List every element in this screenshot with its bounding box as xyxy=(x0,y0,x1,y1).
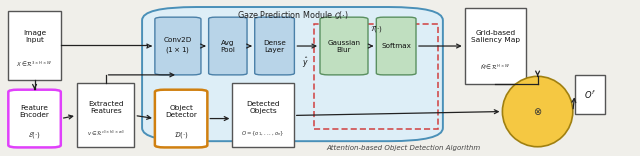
FancyBboxPatch shape xyxy=(320,17,368,75)
Text: $\hat{y}$: $\hat{y}$ xyxy=(302,55,308,70)
FancyBboxPatch shape xyxy=(8,90,61,147)
Text: $\hat{M} \in \mathcal{R}^{H\times W}$: $\hat{M} \in \mathcal{R}^{H\times W}$ xyxy=(481,63,510,72)
Bar xyxy=(232,83,294,147)
Text: Conv2D
$(1\times 1)$: Conv2D $(1\times 1)$ xyxy=(164,37,192,55)
Text: $O^f$: $O^f$ xyxy=(584,88,596,101)
Bar xyxy=(465,8,526,84)
Text: $\mathcal{D}(\cdot)$: $\mathcal{D}(\cdot)$ xyxy=(173,130,189,140)
Text: Extracted
Features: Extracted Features xyxy=(88,101,124,114)
Text: Grid-based
Saliency Map: Grid-based Saliency Map xyxy=(471,30,520,43)
Text: $\otimes$: $\otimes$ xyxy=(533,106,542,117)
Bar xyxy=(314,24,438,129)
Text: Image
Input: Image Input xyxy=(23,30,46,43)
Text: $O = \{o_1, ..., o_n\}$: $O = \{o_1, ..., o_n\}$ xyxy=(241,129,285,138)
FancyBboxPatch shape xyxy=(155,90,207,147)
Text: Feature
Encoder: Feature Encoder xyxy=(20,105,49,118)
FancyBboxPatch shape xyxy=(209,17,247,75)
Text: Avg
Pool: Avg Pool xyxy=(220,39,236,53)
Text: Softmax: Softmax xyxy=(381,43,411,49)
Text: Gaussian
Blur: Gaussian Blur xyxy=(328,39,360,53)
Text: $\mathcal{T}(\cdot)$: $\mathcal{T}(\cdot)$ xyxy=(370,23,383,34)
Text: Detected
Objects: Detected Objects xyxy=(246,101,280,114)
FancyBboxPatch shape xyxy=(255,17,294,75)
Ellipse shape xyxy=(502,76,573,147)
Text: Attention-based Object Detection Algorithm: Attention-based Object Detection Algorit… xyxy=(326,145,481,151)
Bar xyxy=(575,75,605,114)
FancyBboxPatch shape xyxy=(142,7,443,141)
FancyBboxPatch shape xyxy=(376,17,416,75)
Bar xyxy=(8,11,61,80)
Text: Gaze Prediction Module $\mathcal{G}(\cdot)$: Gaze Prediction Module $\mathcal{G}(\cdo… xyxy=(237,9,348,21)
Text: Dense
Layer: Dense Layer xyxy=(263,39,286,53)
FancyBboxPatch shape xyxy=(155,17,201,75)
Text: $v \in \mathcal{R}^{c_0\times h_0\times w_0}$: $v \in \mathcal{R}^{c_0\times h_0\times … xyxy=(87,129,124,138)
Text: $X \in \mathcal{R}^{3\times H\times W}$: $X \in \mathcal{R}^{3\times H\times W}$ xyxy=(17,60,52,69)
Text: Object
Detector: Object Detector xyxy=(165,105,197,118)
Bar xyxy=(77,83,134,147)
Text: $\mathcal{E}(\cdot)$: $\mathcal{E}(\cdot)$ xyxy=(28,130,41,140)
